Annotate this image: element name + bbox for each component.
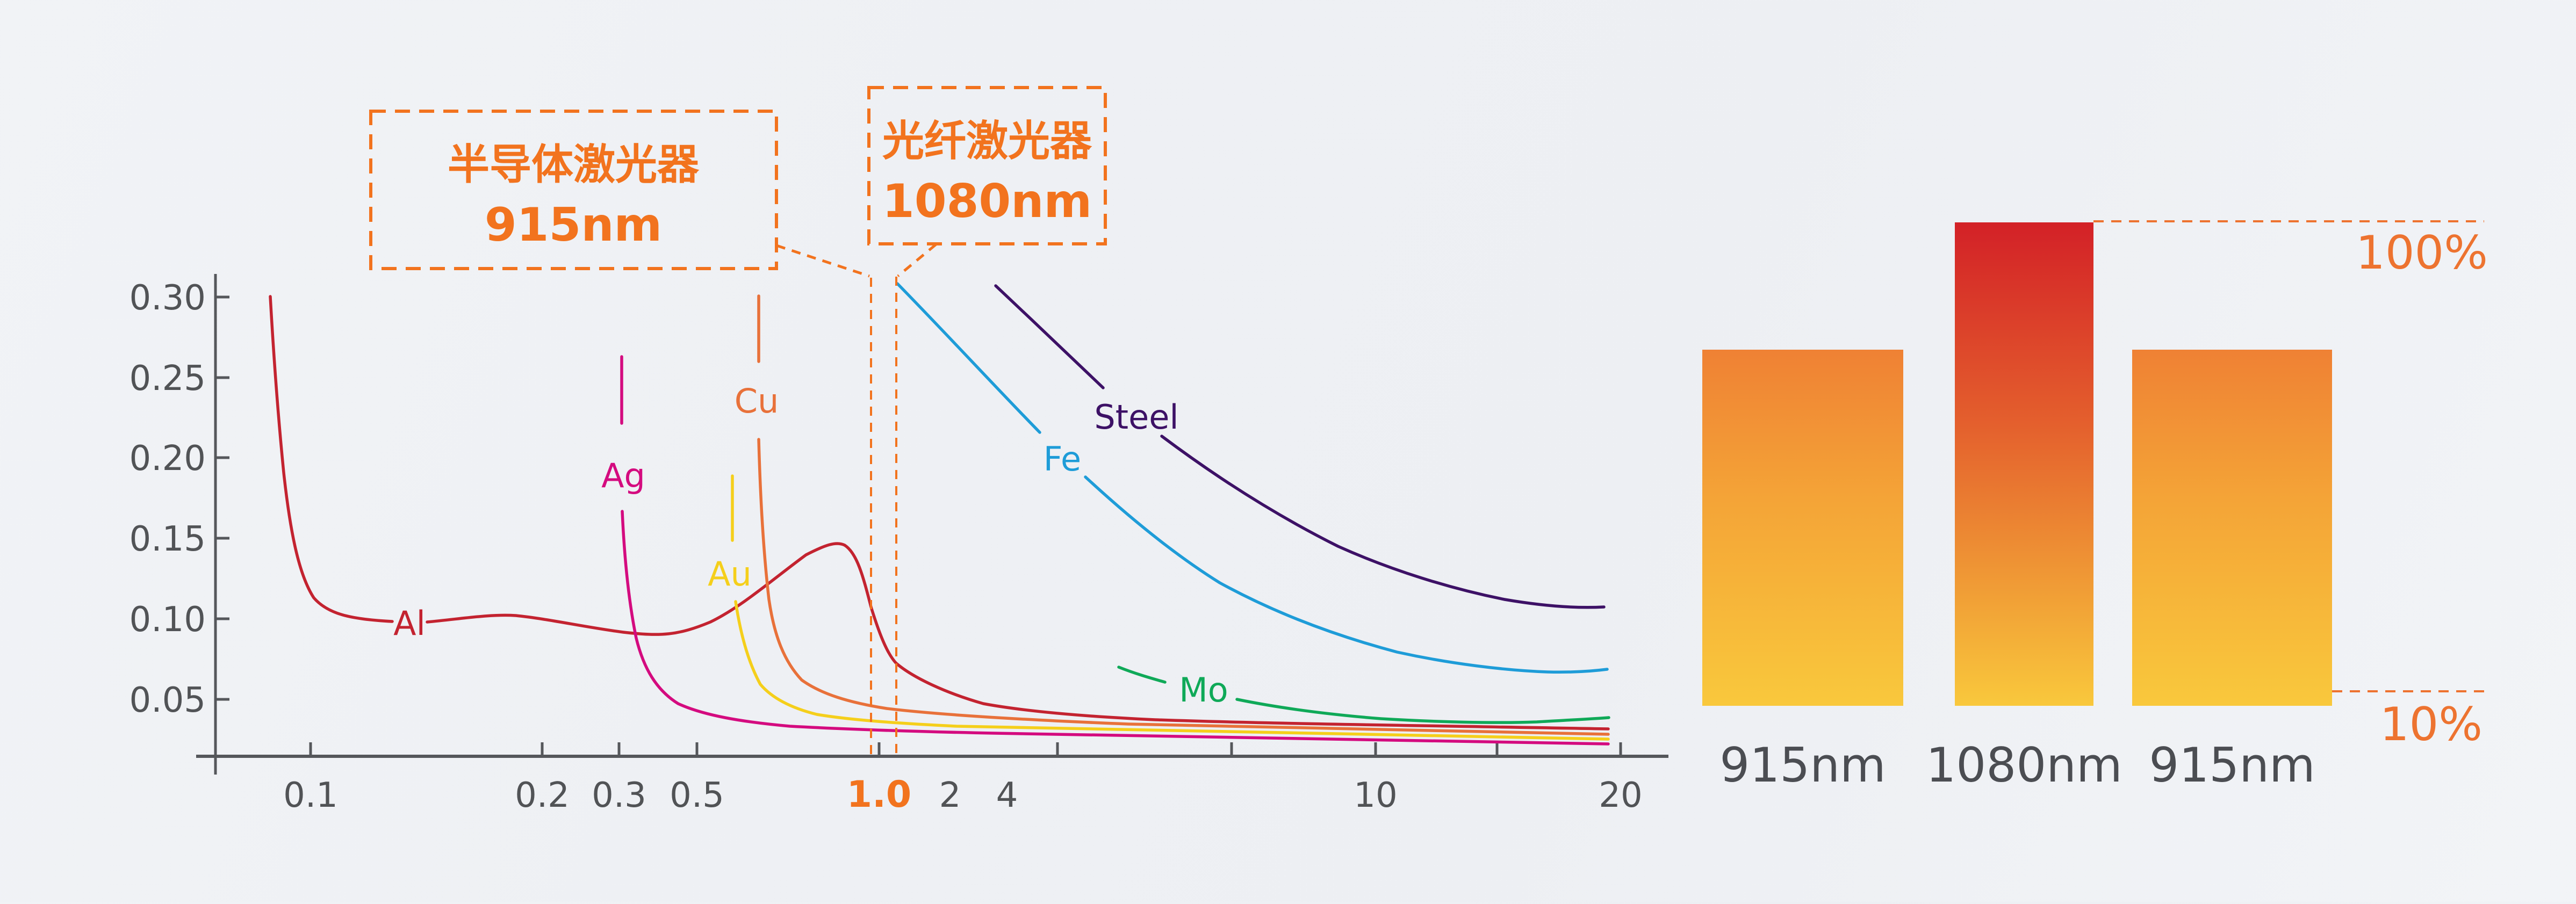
y-tick-label: 0.05 [129,681,206,720]
x-tick-label: 2 [939,776,961,815]
bar-915nm-2 [2132,350,2332,706]
callout-title-diode_box: 半导体激光器 [448,141,700,189]
curve-label-au: Au [708,554,752,594]
annotation-layer: 半导体激光器 915nm 光纤激光器 1080nm [371,88,1105,755]
relative-absorption-bar-chart: 915nm 1080nm 915nm 100% 10% [1702,221,2488,793]
curve-ag [622,511,1608,744]
curve-steel [1162,436,1604,608]
curve-al [427,544,1608,729]
leader-line-0 [776,245,869,276]
y-tick-label: 0.10 [129,600,206,640]
callout-title-fiber_box: 光纤激光器 [882,117,1092,165]
curve-mo [1237,699,1609,722]
bar-label-0: 915nm [1719,737,1886,793]
bar-label-2: 915nm [2149,737,2315,793]
y-tick-label: 0.30 [129,278,206,318]
bar-1080nm-1 [1955,222,2093,706]
curve-label-steel: Steel [1094,397,1178,437]
curve-label-ag: Ag [601,456,645,495]
y-tick-label: 0.20 [129,439,206,479]
callout-wavelength-diode_box: 915nm [485,198,662,252]
curve-al [270,296,392,621]
x-tick-label: 0.5 [670,776,724,815]
curve-label-mo: Mo [1179,670,1228,710]
curve-au [736,602,1608,739]
x-tick-label: 0.3 [592,776,646,815]
x-tick-label: 4 [996,776,1018,815]
curve-steel [996,286,1103,388]
curve-label-cu: Cu [735,381,779,421]
reference-label-10%: 10% [2380,698,2483,751]
bar-label-1: 1080nm [1926,737,2122,793]
callout-wavelength-fiber_box: 1080nm [882,175,1092,228]
reference-label-100%: 100% [2356,226,2488,280]
bar-915nm-0 [1702,350,1903,706]
x-tick-label: 0.1 [283,776,338,815]
y-tick-label: 0.25 [129,359,206,399]
curve-mo [1119,667,1165,682]
x-tick-label: 10 [1354,776,1397,815]
leader-line-1 [898,244,936,276]
x-tick-label: 20 [1599,776,1642,815]
curve-label-al: Al [393,604,426,643]
curve-fe [1085,477,1607,672]
curve-label-fe: Fe [1044,439,1081,479]
x-tick-label: 0.2 [515,776,570,815]
y-tick-label: 0.15 [129,519,206,559]
x-tick-label: 1.0 [847,773,911,816]
